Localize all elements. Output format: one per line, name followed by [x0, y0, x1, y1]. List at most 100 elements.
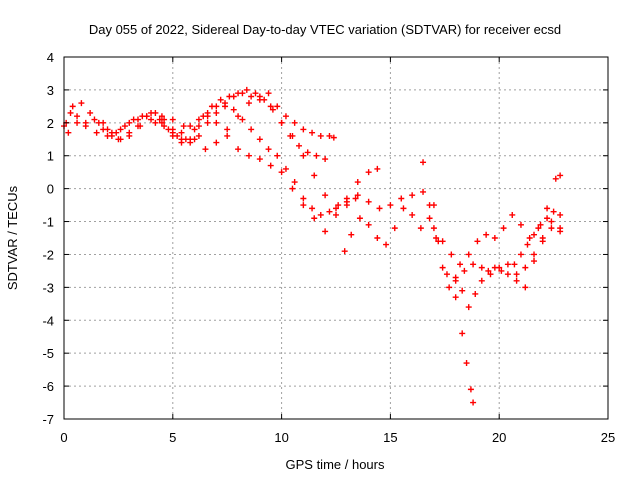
series-track-3 [65, 113, 381, 235]
data-point [439, 238, 446, 245]
data-point [330, 134, 337, 141]
data-point [178, 129, 185, 136]
data-point [426, 215, 433, 222]
y-tick-label: 4 [47, 50, 54, 65]
data-point [552, 175, 559, 182]
data-point [213, 109, 220, 116]
data-point [374, 165, 381, 172]
data-point [300, 195, 307, 202]
data-point [537, 221, 544, 228]
data-point [104, 132, 111, 139]
data-point [383, 241, 390, 248]
data-point [326, 132, 333, 139]
data-point [87, 109, 94, 116]
data-point [148, 116, 155, 123]
data-point [67, 109, 74, 116]
data-point [152, 109, 159, 116]
data-point [398, 195, 405, 202]
data-point [524, 241, 531, 248]
data-points [61, 86, 564, 406]
data-point [261, 96, 268, 103]
data-point [274, 152, 281, 159]
data-point [443, 271, 450, 278]
x-tick-label: 20 [492, 430, 506, 445]
data-point [158, 119, 165, 126]
series-track-7 [420, 159, 564, 311]
data-point [78, 100, 85, 107]
data-point [341, 248, 348, 255]
x-tick-label: 10 [274, 430, 288, 445]
data-point [535, 225, 542, 232]
data-point [557, 228, 564, 235]
y-tick-label: -7 [42, 412, 54, 427]
data-point [291, 119, 298, 126]
data-point [517, 221, 524, 228]
data-point [74, 119, 81, 126]
data-point [322, 156, 329, 163]
data-point [187, 139, 194, 146]
series-track-5 [158, 93, 437, 212]
data-point [478, 264, 485, 271]
data-point [195, 123, 202, 130]
data-point [433, 235, 440, 241]
data-point [354, 179, 361, 186]
data-point [195, 132, 202, 139]
y-tick-label: -6 [42, 379, 54, 394]
data-point [187, 123, 194, 130]
data-point [282, 165, 289, 172]
data-point [143, 113, 150, 120]
data-point [472, 290, 479, 297]
data-point [309, 205, 316, 212]
data-point [548, 225, 555, 232]
data-point [343, 202, 350, 209]
data-point [470, 261, 477, 268]
series-track-2 [63, 86, 329, 163]
data-point [235, 113, 242, 120]
y-tick-label: 2 [47, 116, 54, 131]
data-point [387, 202, 394, 209]
data-point [335, 202, 342, 209]
x-tick-label: 5 [169, 430, 176, 445]
data-point [365, 221, 372, 228]
data-point [202, 146, 209, 153]
data-point [69, 103, 76, 110]
data-point [550, 208, 557, 215]
data-point [169, 116, 176, 123]
data-point [224, 126, 231, 133]
data-point [356, 215, 363, 222]
data-point [300, 202, 307, 209]
data-point [152, 119, 159, 126]
data-point [311, 172, 318, 179]
data-point [461, 267, 468, 274]
data-point [291, 179, 298, 186]
data-point [278, 119, 285, 126]
y-tick-label: 3 [47, 83, 54, 98]
data-point [300, 152, 307, 159]
data-point [104, 126, 111, 133]
data-point [352, 195, 359, 202]
data-point [326, 208, 333, 215]
data-point [65, 129, 72, 136]
chart-title: Day 055 of 2022, Sidereal Day-to-day VTE… [89, 22, 561, 37]
data-point [463, 360, 470, 367]
data-point [161, 123, 168, 130]
data-point [217, 96, 224, 103]
data-point [409, 192, 416, 199]
data-point [245, 152, 252, 159]
data-point [452, 274, 459, 281]
data-point [100, 119, 107, 126]
data-point [243, 86, 250, 93]
y-tick-label: -4 [42, 313, 54, 328]
data-point [108, 129, 115, 136]
data-point [130, 116, 137, 123]
data-point [213, 119, 220, 126]
data-point [417, 225, 424, 232]
data-point [513, 271, 520, 278]
data-point [267, 103, 274, 110]
data-point [374, 235, 381, 241]
data-point [511, 261, 518, 268]
data-point [322, 228, 329, 235]
data-point [93, 129, 100, 136]
data-point [134, 123, 141, 130]
data-point [265, 90, 272, 97]
